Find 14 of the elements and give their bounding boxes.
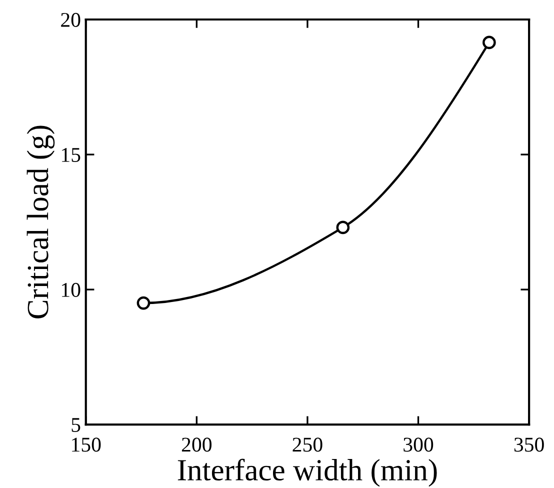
point [136,296,150,310]
x-tick-label: 200 [182,438,212,452]
y-tick-label: 20 [61,12,80,27]
point [482,36,496,50]
x-tick-label: 300 [404,438,434,452]
x-axis-title: Interface width (min) [178,458,437,487]
y-tick-label: 10 [62,282,80,297]
point [336,220,350,234]
x-tick-label: 250 [292,438,322,452]
y-tick-label: 15 [62,148,80,162]
x-tick-label: 350 [514,438,544,452]
y-tick-label: 5 [72,418,80,432]
y-axis-title: Critical load (g) [26,126,55,318]
x-tick-label: 150 [72,438,101,452]
